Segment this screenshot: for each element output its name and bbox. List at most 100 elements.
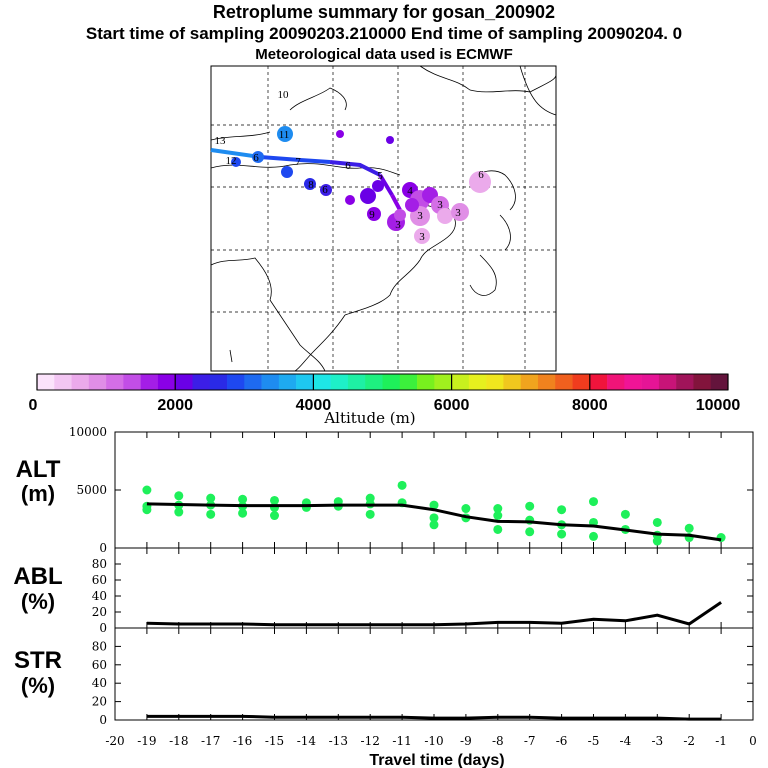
- altitude-sample-point: [525, 501, 535, 511]
- y-tick-label: 60: [92, 658, 107, 672]
- colorbar-cell: [607, 374, 625, 390]
- colorbar-cell: [175, 374, 193, 390]
- colorbar-cell: [347, 374, 366, 390]
- x-tick-label: -11: [392, 734, 411, 748]
- map-day-label: 6: [345, 160, 351, 172]
- map-day-label: 3: [419, 231, 425, 243]
- colorbar-cell: [330, 374, 349, 390]
- altitude-sample-point: [270, 511, 279, 521]
- map-day-label: 11: [279, 129, 290, 141]
- colorbar-cell: [227, 374, 245, 390]
- altitude-sample-point: [142, 485, 152, 495]
- colorbar-cell: [261, 374, 280, 390]
- series-line-abl: [146, 601, 722, 627]
- altitude-sample-point: [493, 511, 503, 521]
- colorbar-cell: [555, 374, 573, 390]
- colorbar-tick-label: 4000: [296, 397, 332, 414]
- series-line-alt: [146, 502, 722, 542]
- map-day-label: 3: [455, 207, 461, 219]
- plume-dot: [372, 180, 384, 192]
- altitude-sample-point: [270, 495, 279, 505]
- map-day-label: 8: [308, 179, 314, 191]
- plume-dot: [437, 208, 453, 224]
- map-day-label: 6: [253, 152, 259, 164]
- map-day-label: 3: [395, 219, 401, 231]
- colorbar-cell: [676, 374, 694, 390]
- map-day-label: 5: [377, 170, 383, 182]
- y-tick-label: 0: [99, 541, 107, 555]
- altitude-sample-point: [652, 517, 662, 527]
- colorbar-cell: [572, 374, 591, 390]
- colorbar-cell: [399, 374, 418, 390]
- plume-dot: [320, 184, 332, 196]
- altitude-sample-point: [429, 520, 439, 530]
- colorbar-cell: [503, 374, 521, 390]
- x-tick-label: -2: [683, 734, 695, 748]
- x-tick-label: -10: [424, 734, 443, 748]
- colorbar-cell: [37, 374, 55, 390]
- map-day-label: 4: [407, 185, 413, 197]
- altitude-sample-point: [461, 504, 471, 514]
- y-tick-label: 80: [92, 639, 107, 653]
- altitude-sample-point: [238, 494, 248, 504]
- colorbar-cell: [641, 374, 660, 390]
- str-panel-unit: (%): [21, 673, 55, 698]
- x-tick-label: -3: [651, 734, 663, 748]
- altitude-sample-point: [525, 527, 535, 537]
- panel-alt: 10000 5000 0: [69, 425, 754, 555]
- plume-dot: [231, 157, 241, 167]
- colorbar-cell: [486, 374, 504, 390]
- colorbar-tick-label: 10000: [696, 397, 741, 414]
- colorbar-cell: [451, 374, 470, 390]
- colorbar-cell: [693, 374, 712, 390]
- plume-dot: [414, 228, 430, 244]
- colorbar: 0 2000 4000 6000 8000 10000 Altitude (m): [29, 373, 741, 427]
- x-tick-label: -5: [588, 734, 600, 748]
- altitude-sample-point: [652, 536, 662, 546]
- x-axis-title: Travel time (days): [369, 752, 504, 768]
- altitude-sample-point: [557, 529, 567, 539]
- colorbar-title: Altitude (m): [323, 409, 415, 427]
- x-tick-label: -12: [361, 734, 380, 748]
- x-tick-label: -14: [297, 734, 317, 748]
- altitude-sample-point: [589, 531, 598, 541]
- plume-dot: [386, 136, 394, 144]
- map-day-label: 3: [437, 199, 443, 211]
- coastlines: [210, 65, 557, 372]
- plume-dot: [281, 166, 293, 178]
- colorbar-cell: [537, 374, 556, 390]
- colorbar-cell: [589, 374, 608, 390]
- altitude-sample-point: [238, 508, 248, 518]
- altitude-sample-point: [493, 524, 503, 534]
- y-tick-label: 20: [92, 695, 107, 709]
- plume-dot: [394, 209, 406, 221]
- colorbar-cell: [710, 374, 729, 390]
- y-tick-label: 5000: [76, 483, 107, 497]
- panel-abl: 80 60 40 20 0: [92, 547, 754, 635]
- abl-panel-unit: (%): [21, 589, 55, 614]
- colorbar-cell: [71, 374, 90, 390]
- x-tick-label: -20: [105, 734, 124, 748]
- colorbar-cell: [313, 374, 331, 390]
- plume-dot: [336, 130, 344, 138]
- map-day-label: 7: [295, 156, 301, 168]
- altitude-sample-point: [206, 493, 216, 503]
- x-tick-label: -16: [233, 734, 252, 748]
- x-tick-label: -1: [715, 734, 727, 748]
- colorbar-tick-label: 0: [29, 397, 38, 414]
- altitude-sample-point: [684, 523, 694, 533]
- y-tick-label: 40: [92, 589, 107, 603]
- altitude-sample-point: [397, 480, 407, 490]
- panel-frame: [114, 431, 754, 549]
- x-tick-label: -6: [556, 734, 568, 748]
- colorbar-tick-label: 2000: [157, 397, 193, 414]
- colorbar-cell: [658, 374, 677, 390]
- colorbar-cell: [88, 374, 107, 390]
- met-data-line: Meteorological data used is ECMWF: [255, 46, 513, 63]
- plume-dot: [345, 195, 355, 205]
- plume-dot: [405, 198, 419, 212]
